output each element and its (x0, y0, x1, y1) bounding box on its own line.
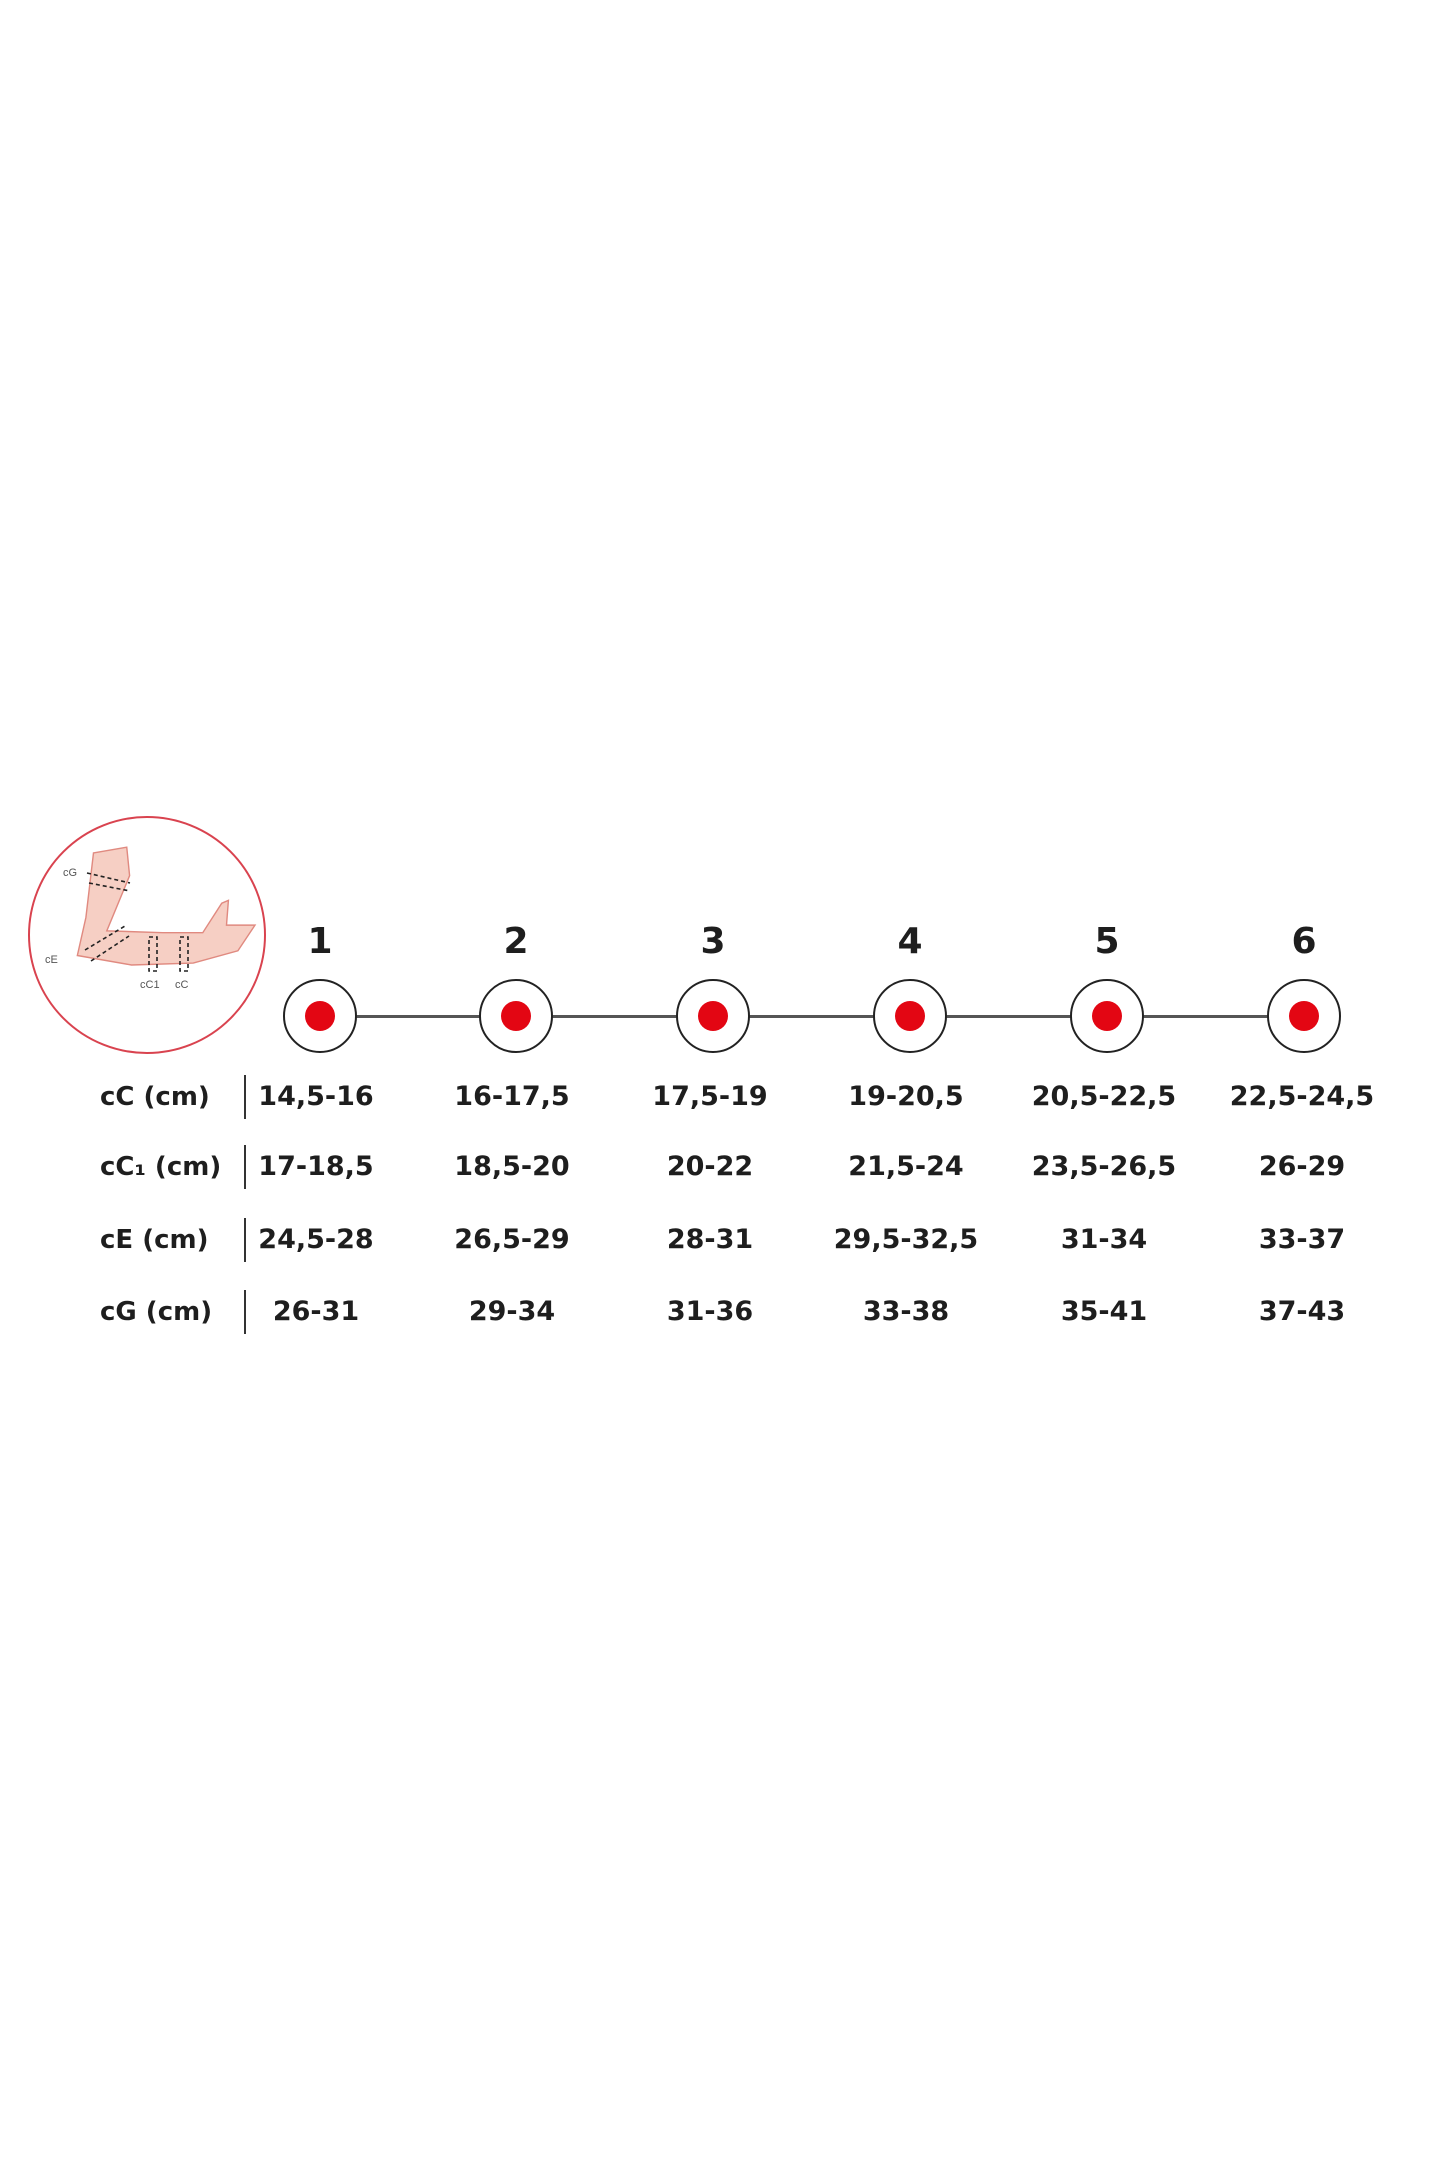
red-dot-icon (895, 1001, 925, 1031)
table-cell: 26-29 (1258, 1151, 1346, 1182)
row-label: cC₁ (cm) (100, 1152, 222, 1182)
size-number: 6 (1291, 921, 1317, 962)
size-node (873, 979, 947, 1053)
label-cC1: cC1 (140, 979, 160, 991)
table-cell: 35-41 (1060, 1296, 1148, 1327)
red-dot-icon (698, 1001, 728, 1031)
row-label: cC (cm) (100, 1082, 210, 1112)
row-divider (244, 1290, 246, 1334)
table-cell: 20-22 (666, 1151, 754, 1182)
red-dot-icon (1092, 1001, 1122, 1031)
row-divider (244, 1218, 246, 1262)
table-cell: 18,5-20 (454, 1151, 570, 1182)
table-cell: 14,5-16 (258, 1081, 374, 1112)
table-cell: 31-34 (1060, 1224, 1148, 1255)
red-dot-icon (305, 1001, 335, 1031)
size-node (479, 979, 553, 1053)
size-number: 3 (700, 921, 726, 962)
row-divider (244, 1075, 246, 1119)
table-cell: 21,5-24 (848, 1151, 964, 1182)
size-number: 2 (503, 921, 529, 962)
size-node (1070, 979, 1144, 1053)
size-node (283, 979, 357, 1053)
table-cell: 19-20,5 (848, 1081, 964, 1112)
table-cell: 26,5-29 (454, 1224, 570, 1255)
table-cell: 33-38 (862, 1296, 950, 1327)
row-divider (244, 1145, 246, 1189)
label-cE: cE (45, 954, 58, 966)
table-cell: 29-34 (468, 1296, 556, 1327)
arm-measurement-icon: cG cE cC1 cC (28, 816, 266, 1054)
table-cell: 23,5-26,5 (1031, 1151, 1177, 1182)
size-node (676, 979, 750, 1053)
red-dot-icon (1289, 1001, 1319, 1031)
size-number: 4 (897, 921, 923, 962)
table-cell: 16-17,5 (454, 1081, 570, 1112)
row-label: cE (cm) (100, 1225, 209, 1255)
table-cell: 26-31 (272, 1296, 360, 1327)
size-number: 1 (307, 921, 333, 962)
table-cell: 17,5-19 (652, 1081, 768, 1112)
table-cell: 29,5-32,5 (833, 1224, 979, 1255)
table-cell: 24,5-28 (258, 1224, 374, 1255)
arm-illustration: cG cE cC1 cC (27, 813, 267, 1057)
label-cC: cC (175, 979, 189, 991)
table-cell: 37-43 (1258, 1296, 1346, 1327)
table-cell: 31-36 (666, 1296, 754, 1327)
size-scale-line (323, 1015, 1307, 1018)
table-cell: 20,5-22,5 (1031, 1081, 1177, 1112)
size-number: 5 (1094, 921, 1120, 962)
table-cell: 17-18,5 (258, 1151, 374, 1182)
label-cG: cG (63, 867, 77, 879)
size-node (1267, 979, 1341, 1053)
table-cell: 33-37 (1258, 1224, 1346, 1255)
row-label: cG (cm) (100, 1297, 213, 1327)
red-dot-icon (501, 1001, 531, 1031)
table-cell: 28-31 (666, 1224, 754, 1255)
table-cell: 22,5-24,5 (1229, 1081, 1375, 1112)
